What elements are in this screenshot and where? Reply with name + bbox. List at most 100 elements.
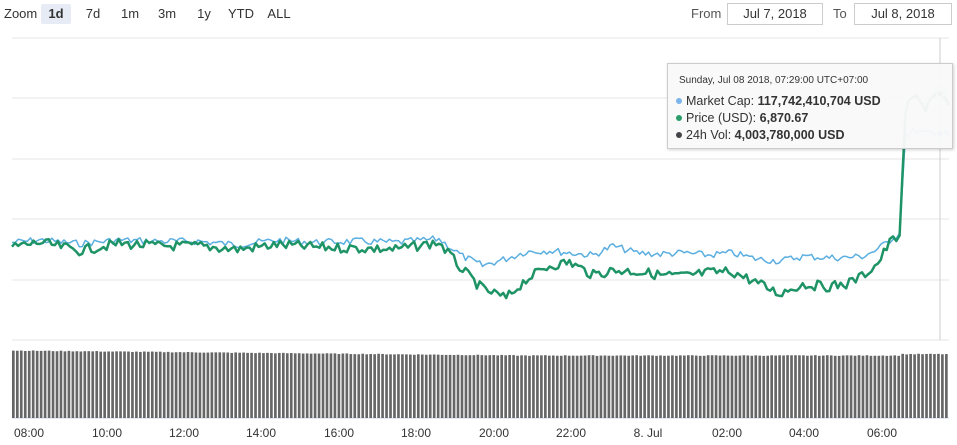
from-date-input[interactable]: Jul 7, 2018 [727, 3, 823, 25]
volume-bar [270, 353, 273, 418]
volume-bar [524, 355, 527, 418]
volume-bar [607, 355, 611, 418]
volume-bar [83, 351, 87, 418]
zoom-1d-button[interactable]: 1d [41, 4, 71, 24]
volume-bar [508, 355, 511, 418]
volume-bar [210, 352, 214, 418]
volume-bar [484, 355, 488, 418]
volume-bar [182, 352, 186, 418]
volume-bar [504, 355, 507, 418]
volume-bar [448, 354, 452, 418]
volume-bar [905, 354, 908, 418]
volume-bar [35, 350, 39, 418]
volume-bar [643, 355, 646, 418]
x-tick-label: 14:00 [246, 426, 276, 440]
volume-bar [420, 354, 424, 418]
volume-bar [170, 352, 174, 418]
volume-bar [281, 352, 285, 418]
volume-bar [178, 352, 182, 418]
volume-bar [409, 354, 412, 418]
volume-bar [603, 355, 607, 418]
volume-bar [139, 351, 142, 418]
volume-bar [214, 352, 218, 418]
volume-bar [309, 353, 313, 418]
volume-bar [174, 352, 178, 418]
volume-bar [587, 355, 591, 418]
volume-bar [361, 353, 365, 418]
volume-bar [349, 354, 353, 418]
volume-bar [734, 355, 738, 418]
volume-bar [933, 354, 936, 418]
volume-bar [861, 355, 865, 418]
volume-bar [262, 353, 265, 418]
volume-bar [23, 351, 27, 418]
volume-bar [841, 355, 845, 418]
volume-bar [274, 353, 277, 418]
volume-bar [59, 350, 63, 418]
volume-bar [397, 354, 400, 418]
volume-bar [623, 355, 627, 418]
volume-bar [889, 355, 893, 418]
zoom-1m-button[interactable]: 1m [120, 6, 140, 21]
volume-bar [544, 355, 547, 418]
volume-bar [464, 355, 468, 418]
volume-bar [921, 354, 924, 418]
volume-bar [381, 353, 384, 418]
volume-bar [95, 351, 99, 418]
volume-bar [563, 355, 567, 418]
zoom-all-button[interactable]: ALL [267, 6, 291, 21]
zoom-7d-button[interactable]: 7d [85, 6, 101, 21]
volume-bar [857, 355, 861, 418]
volume-bar [135, 351, 138, 418]
volume-bar [365, 354, 369, 418]
market-cap-line [11, 127, 950, 268]
volume-bar [480, 355, 484, 418]
zoom-1y-button[interactable]: 1y [197, 6, 211, 21]
volume-bar [635, 355, 639, 418]
volume-bar [488, 355, 492, 418]
volume-bar [146, 351, 150, 418]
volume-bar [679, 355, 682, 418]
volume-bar [849, 355, 853, 418]
volume-bar [742, 355, 746, 418]
volume-bar [647, 355, 650, 418]
volume-bar [881, 355, 885, 418]
volume-bar [337, 354, 341, 418]
volume-bar [460, 355, 464, 418]
volume-bar [206, 352, 210, 418]
volume-bar [278, 352, 281, 418]
volume-bar [115, 351, 118, 418]
volume-bar [19, 350, 23, 418]
volume-bar [627, 355, 631, 418]
volume-bar [810, 355, 813, 418]
volume-bar [321, 353, 325, 418]
volume-bar [520, 355, 523, 418]
to-date-input[interactable]: Jul 8, 2018 [854, 3, 952, 25]
volume-bar [67, 350, 71, 418]
volume-bar [325, 353, 329, 418]
volume-bar [472, 355, 476, 418]
volume-bar [786, 355, 789, 418]
volume-bar [758, 355, 762, 418]
volume-bar [385, 354, 388, 418]
volume-bar [551, 355, 555, 418]
volume-bar [941, 354, 944, 418]
zoom-3m-button[interactable]: 3m [157, 6, 177, 21]
volume-bar [817, 355, 821, 418]
tooltip-name: Market Cap: [686, 94, 755, 108]
volume-bar [456, 354, 460, 418]
volume-bar [301, 353, 305, 418]
volume-bar [766, 355, 770, 418]
volume-bar [15, 350, 19, 418]
volume-bar [663, 355, 666, 418]
zoom-ytd-button[interactable]: YTD [228, 6, 254, 21]
volume-bar [913, 354, 916, 418]
volume-bar [123, 351, 126, 418]
volume-bar [770, 355, 773, 418]
volume-bar [595, 355, 599, 418]
tooltip-row-price: Price (USD): 6,870.67 [676, 111, 808, 125]
x-tick-label: 04:00 [789, 426, 819, 440]
x-tick-label: 12:00 [169, 426, 199, 440]
volume-bar [706, 355, 710, 418]
